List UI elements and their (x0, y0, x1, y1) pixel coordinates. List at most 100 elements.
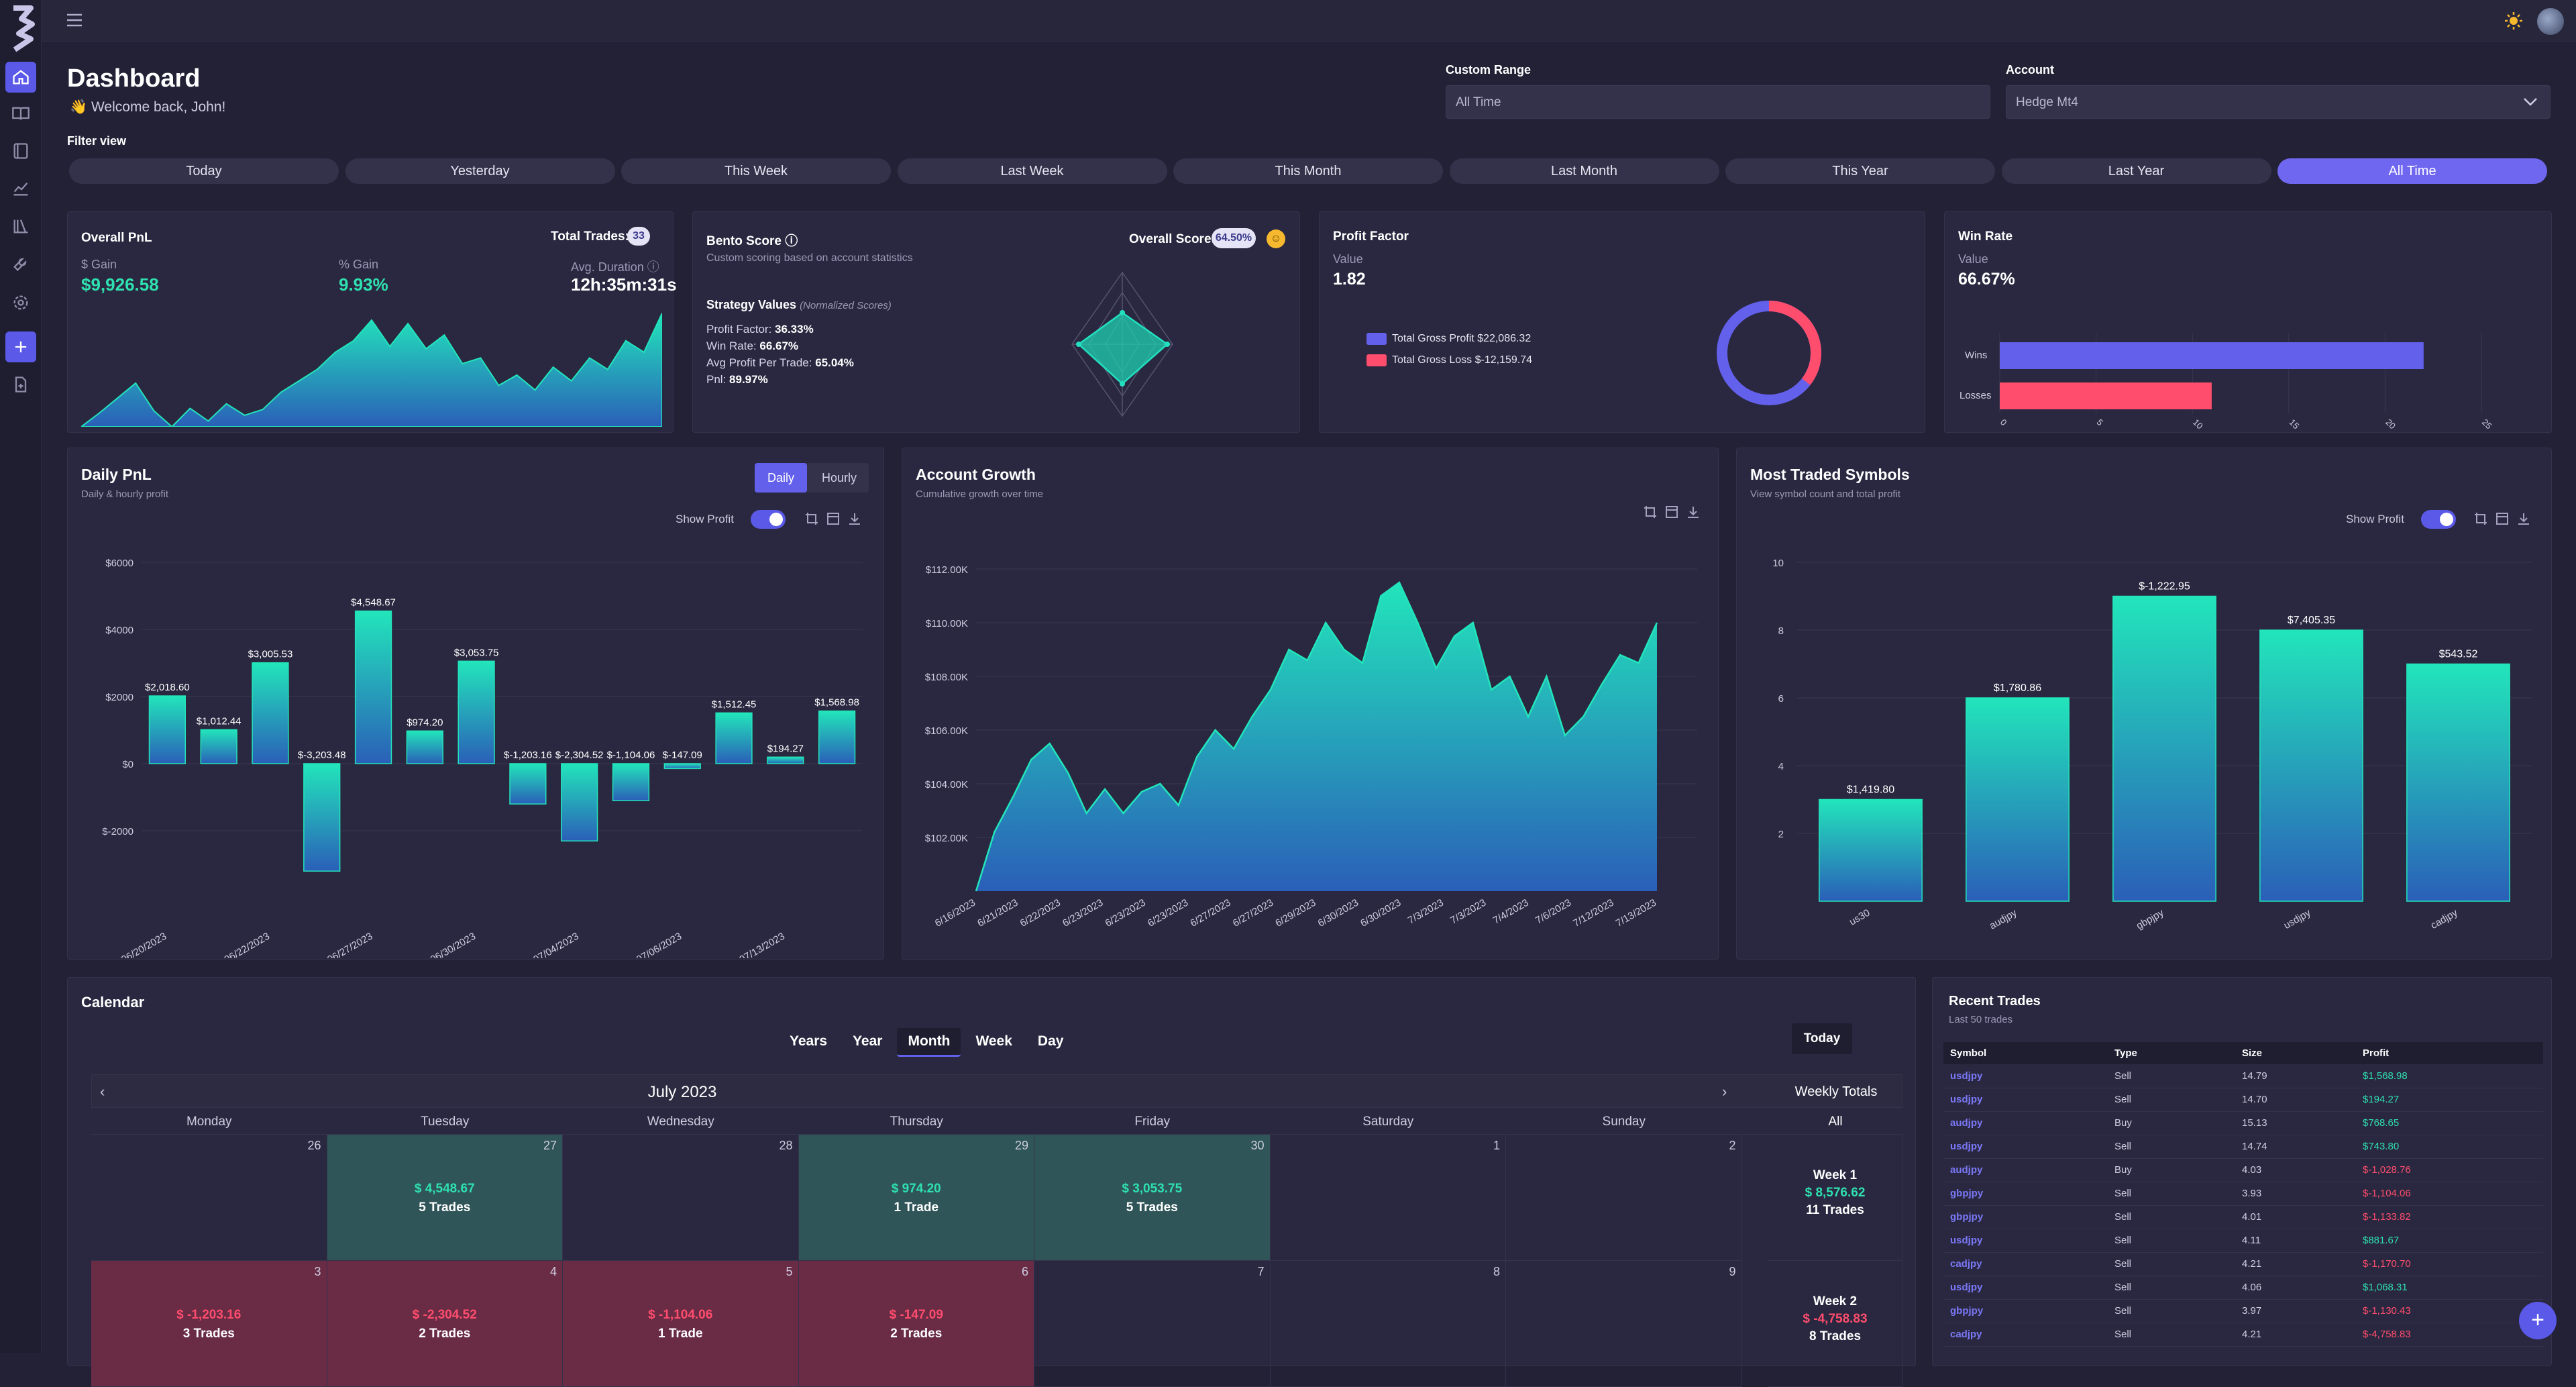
most-traded-bar-chart: 10 8 6 4 2 $1,419.80 us30 $1,780.86 audjpy $-1,22… (1772, 558, 2532, 932)
home-icon[interactable] (5, 62, 36, 93)
cell-size: 3.97 (2242, 1305, 2262, 1317)
table-row[interactable]: usdjpy Sell 14.70 $194.27 (1943, 1088, 2543, 1111)
calendar-day[interactable]: 28 (563, 1135, 799, 1261)
day-number: 1 (1493, 1139, 1500, 1152)
day-number: 6 (1021, 1265, 1028, 1278)
show-profit-toggle[interactable] (751, 510, 786, 529)
calendar-day[interactable]: 7 (1034, 1261, 1271, 1387)
day-trades: 1 Trade (657, 1327, 703, 1341)
download-icon[interactable] (2516, 511, 2531, 526)
table-row[interactable]: usdjpy Sell 4.06 $1,068.31 (1943, 1276, 2543, 1299)
filter-last-month[interactable]: Last Month (1449, 158, 1719, 184)
info-icon[interactable]: ⓘ (785, 234, 798, 248)
filter-this-week[interactable]: This Week (621, 158, 891, 184)
legend-swatch (1366, 333, 1387, 345)
library-icon[interactable] (5, 211, 36, 242)
calendar-day[interactable]: 2 (1506, 1135, 1742, 1261)
calendar-day[interactable]: 26 (91, 1135, 327, 1261)
filter-this-year[interactable]: This Year (1725, 158, 1995, 184)
bar (1819, 799, 1923, 902)
top-bar (42, 0, 2576, 42)
calendar-day[interactable]: 8 (1270, 1261, 1506, 1387)
bar (663, 763, 701, 770)
prev-month-icon[interactable]: ‹ (100, 1083, 105, 1100)
table-row[interactable]: cadjpy Sell 4.21 $-1,170.70 (1943, 1252, 2543, 1276)
table-row[interactable]: gbpjpy Sell 4.01 $-1,133.82 (1943, 1205, 2543, 1229)
calendar-view-year[interactable]: Year (853, 1033, 883, 1049)
crop-icon[interactable] (1643, 505, 1658, 519)
add-trade-fab[interactable]: + (2519, 1302, 2557, 1339)
calendar-view-week[interactable]: Week (975, 1033, 1012, 1049)
analytics-icon[interactable] (5, 173, 36, 204)
day-number: 26 (307, 1139, 321, 1152)
data-label: $1,419.80 (1847, 784, 1894, 796)
table-row[interactable]: audjpy Buy 15.13 $768.65 (1943, 1111, 2543, 1135)
day-pnl: $ 4,548.67 (414, 1182, 475, 1196)
calendar-day[interactable]: 3 $ -1,203.16 3 Trades (91, 1261, 327, 1387)
calendar-view-month[interactable]: Month (897, 1028, 961, 1057)
bar (818, 710, 856, 764)
today-button[interactable]: Today (1792, 1023, 1852, 1054)
calendar-day[interactable]: 30 $ 3,053.75 5 Trades (1034, 1135, 1271, 1261)
strategy-value: 89.97% (729, 373, 768, 386)
calendar-view-years[interactable]: Years (790, 1033, 828, 1049)
filter-yesterday[interactable]: Yesterday (345, 158, 615, 184)
strategy-value: 66.67% (759, 340, 799, 352)
menu-icon[interactable] (66, 12, 83, 28)
table-row[interactable]: cadjpy Sell 4.21 $-4,758.83 (1943, 1323, 2543, 1346)
journal-icon[interactable] (5, 98, 36, 129)
week-trades: 11 Trades (1806, 1203, 1864, 1217)
notebook-icon[interactable] (5, 136, 36, 166)
data-label: $3,053.75 (454, 647, 499, 658)
x-tick: 7/3/2023 (1406, 897, 1446, 927)
calendar-grid: ‹ July 2023 › Weekly Totals Monday Tuesda… (91, 1074, 1902, 1387)
filter-this-month[interactable]: This Month (1173, 158, 1443, 184)
zoom-icon[interactable] (826, 511, 841, 526)
download-icon[interactable] (847, 511, 862, 526)
table-row[interactable]: usdjpy Sell 14.74 $743.80 (1943, 1135, 2543, 1158)
custom-range-input[interactable]: All Time (1446, 85, 1990, 119)
add-icon[interactable] (5, 331, 36, 362)
app-logo[interactable] (7, 4, 39, 52)
calendar-view-day[interactable]: Day (1037, 1033, 1064, 1049)
legend-loss-text: Total Gross Loss $-12,159.74 (1392, 354, 1533, 366)
crop-icon[interactable] (804, 511, 819, 526)
avatar[interactable] (2537, 8, 2564, 35)
cell-type: Sell (2114, 1235, 2132, 1246)
calendar-day[interactable]: 6 $ -147.09 2 Trades (798, 1261, 1034, 1387)
filter-last-week[interactable]: Last Week (897, 158, 1167, 184)
y-tick: 6 (1778, 693, 1784, 705)
table-row[interactable]: usdjpy Sell 4.11 $881.67 (1943, 1229, 2543, 1252)
calendar-day[interactable]: 5 $ -1,104.06 1 Trade (563, 1261, 799, 1387)
tab-hourly[interactable]: Hourly (821, 471, 857, 484)
import-icon[interactable] (5, 369, 36, 400)
bar (2406, 663, 2510, 902)
show-profit-toggle[interactable] (2421, 510, 2456, 529)
tab-daily[interactable]: Daily (755, 463, 807, 493)
y-tick: $110.00K (926, 618, 968, 629)
chevron-down-icon (2524, 98, 2537, 106)
filter-today[interactable]: Today (69, 158, 339, 184)
crop-icon[interactable] (2473, 511, 2488, 526)
filter-all-time[interactable]: All Time (2277, 158, 2547, 184)
account-select[interactable]: Hedge Mt4 (2006, 85, 2551, 119)
calendar-day[interactable]: 4 $ -2,304.52 2 Trades (327, 1261, 563, 1387)
calendar-day[interactable]: 1 (1270, 1135, 1506, 1261)
calendar-day[interactable]: 9 (1506, 1261, 1742, 1387)
table-row[interactable]: gbpjpy Sell 3.93 $-1,104.06 (1943, 1182, 2543, 1205)
table-row[interactable]: usdjpy Sell 14.79 $1,568.98 (1943, 1064, 2543, 1088)
filter-last-year[interactable]: Last Year (2001, 158, 2271, 184)
cell-size: 15.13 (2242, 1117, 2267, 1129)
calendar-day[interactable]: 29 $ 974.20 1 Trade (798, 1135, 1034, 1261)
download-icon[interactable] (1686, 505, 1701, 519)
zoom-icon[interactable] (1664, 505, 1679, 519)
zoom-icon[interactable] (2495, 511, 2510, 526)
calendar-day[interactable]: 27 $ 4,548.67 5 Trades (327, 1135, 563, 1261)
tools-icon[interactable] (5, 248, 36, 279)
settings-icon[interactable] (5, 287, 36, 318)
filter-view-label: Filter view (67, 134, 127, 148)
next-month-icon[interactable]: › (1722, 1083, 1727, 1100)
sun-icon[interactable] (2504, 11, 2524, 31)
table-row[interactable]: gbpjpy Sell 3.97 $-1,130.43 (1943, 1299, 2543, 1323)
table-row[interactable]: audjpy Buy 4.03 $-1,028.76 (1943, 1158, 2543, 1182)
